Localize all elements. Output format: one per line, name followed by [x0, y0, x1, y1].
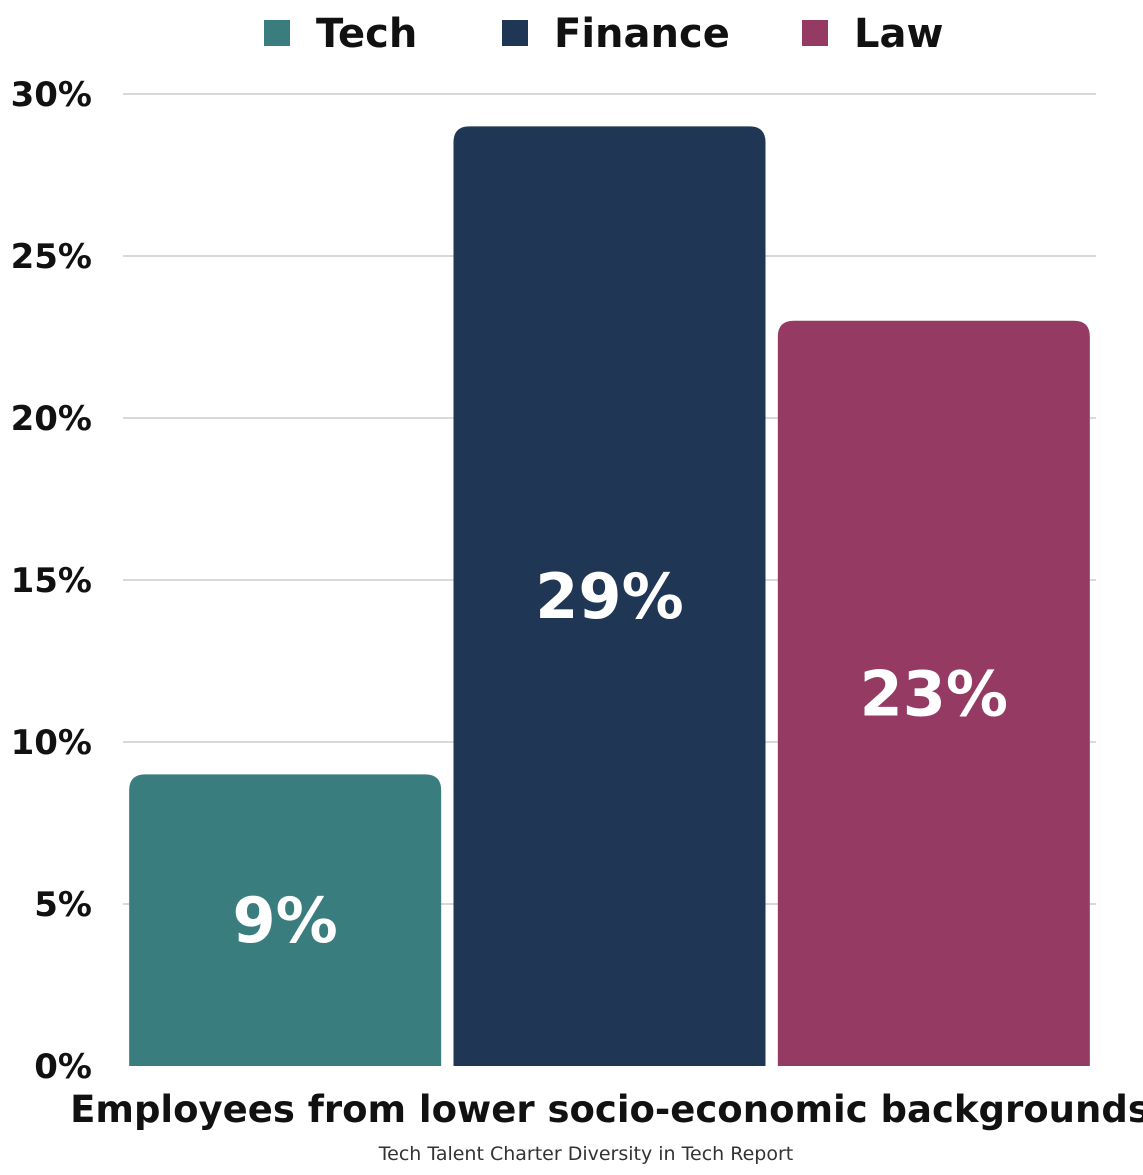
y-tick-label: 10%: [11, 723, 92, 763]
legend-label-tech: Tech: [316, 11, 417, 57]
y-tick-label: 25%: [11, 237, 92, 277]
chart-legend: Tech Finance Law: [264, 11, 943, 57]
legend-label-law: Law: [854, 11, 943, 57]
legend-swatch-finance: [502, 20, 528, 46]
y-tick-label: 15%: [11, 561, 92, 601]
bar-value-label: 9%: [233, 884, 338, 957]
legend-label-finance: Finance: [554, 11, 730, 57]
bar-value-label: 29%: [535, 560, 683, 633]
y-axis-ticks: 0% 5% 10% 15% 20% 25% 30%: [11, 75, 92, 1087]
bar-law: [777, 320, 1090, 1066]
x-axis-label: Employees from lower socio-economic back…: [70, 1088, 1143, 1131]
y-tick-label: 5%: [34, 885, 92, 925]
bar-tech: [129, 774, 442, 1066]
y-tick-label: 30%: [11, 75, 92, 115]
bar-finance: [453, 126, 766, 1066]
legend-swatch-law: [802, 20, 828, 46]
y-tick-label: 20%: [11, 399, 92, 439]
bar-data-labels: 9% 29% 23%: [233, 560, 1009, 957]
legend-swatch-tech: [264, 20, 290, 46]
y-tick-label: 0%: [34, 1047, 92, 1087]
bars: [129, 126, 1090, 1066]
source-note: Tech Talent Charter Diversity in Tech Re…: [378, 1143, 793, 1165]
bar-value-label: 23%: [860, 657, 1008, 730]
